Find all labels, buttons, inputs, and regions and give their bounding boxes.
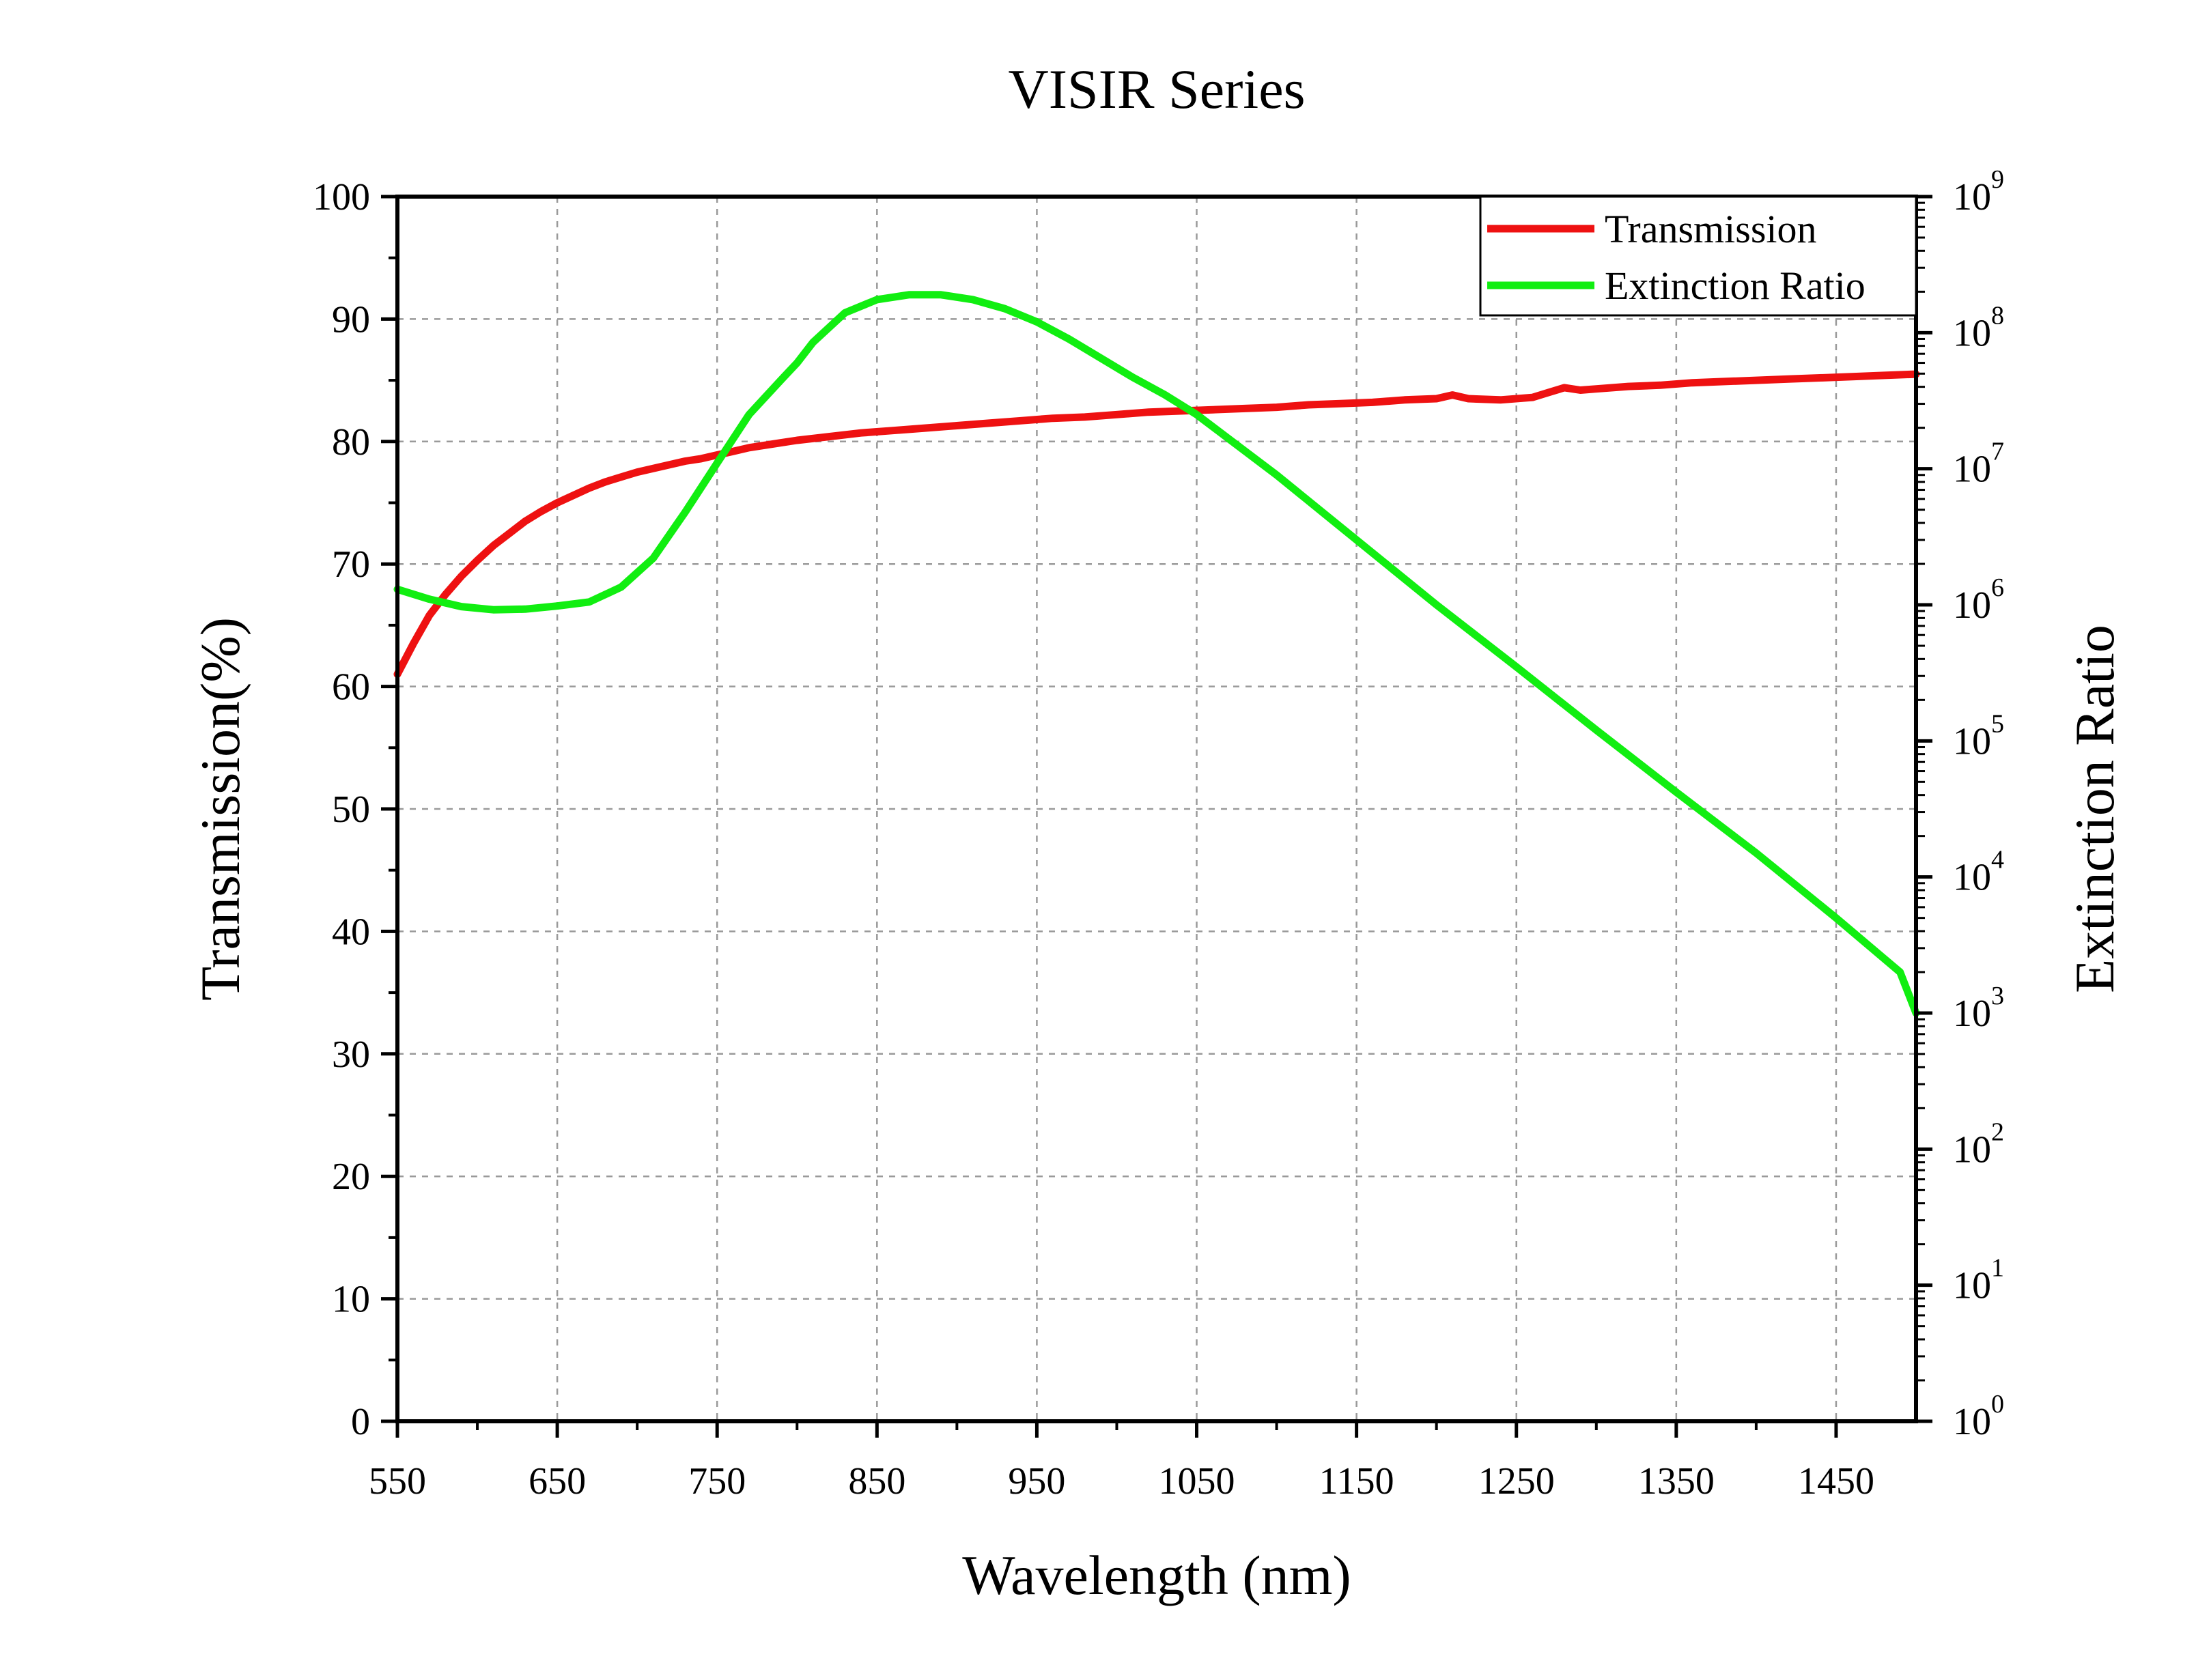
x-tick-label: 850 (848, 1460, 905, 1503)
y-left-tick-label: 40 (332, 911, 370, 953)
chart-title: VISIR Series (1008, 58, 1305, 120)
x-tick-label: 650 (529, 1460, 586, 1503)
x-tick-label: 1350 (1638, 1460, 1715, 1503)
x-tick-label: 1150 (1319, 1460, 1394, 1503)
legend-label: Extinction Ratio (1605, 264, 1866, 308)
y-right-tick-label: 100 (1953, 1390, 2004, 1443)
y-left-tick-label: 20 (332, 1156, 370, 1198)
y-left-tick-label: 10 (332, 1279, 370, 1321)
y-left-tick-label: 50 (332, 788, 370, 831)
y-right-tick-label: 103 (1953, 982, 2004, 1035)
y-axis-left-title: Transmission(%) (189, 617, 251, 1001)
series-line-extinction-ratio (393, 291, 1920, 1017)
x-tick-label: 1450 (1798, 1460, 1874, 1503)
y-right-tick-label: 102 (1953, 1117, 2004, 1171)
y-left-tick-label: 0 (351, 1401, 370, 1443)
y-right-tick-label: 107 (1953, 438, 2004, 491)
ticks (381, 195, 1932, 1438)
tick-labels: 550 650 750 850 950 1050 1150 1250 1350 1450 0 10 20… (313, 165, 2004, 1503)
y-left-tick-label: 30 (332, 1034, 370, 1076)
x-tick-label: 550 (369, 1460, 426, 1503)
x-tick-label: 750 (688, 1460, 746, 1503)
y-left-tick-label: 60 (332, 666, 370, 709)
x-axis-title: Wavelength (nm) (962, 1544, 1351, 1606)
y-right-tick-label: 105 (1953, 709, 2004, 763)
y-left-tick-label: 70 (332, 543, 370, 586)
y-right-tick-label: 106 (1953, 573, 2004, 627)
x-tick-label: 950 (1008, 1460, 1065, 1503)
y-left-tick-label: 100 (313, 176, 370, 218)
y-right-tick-label: 108 (1953, 301, 2004, 354)
y-left-tick-label: 80 (332, 421, 370, 464)
y-left-tick-label: 90 (332, 298, 370, 341)
y-axis-right-title: Extinction Ratio (2064, 625, 2126, 993)
legend-box (1479, 195, 1917, 317)
y-right-tick-label: 104 (1953, 846, 2004, 899)
x-tick-label: 1250 (1478, 1460, 1555, 1503)
legend-label: Transmission (1605, 207, 1817, 251)
x-tick-label: 1050 (1159, 1460, 1235, 1503)
series-layer (393, 291, 1920, 1017)
y-right-tick-label: 109 (1953, 165, 2004, 218)
y-right-tick-label: 101 (1953, 1254, 2004, 1307)
grid (397, 197, 1916, 1421)
legend: Transmission Extinction Ratio (1479, 195, 1917, 317)
series-line-transmission (393, 370, 1920, 679)
